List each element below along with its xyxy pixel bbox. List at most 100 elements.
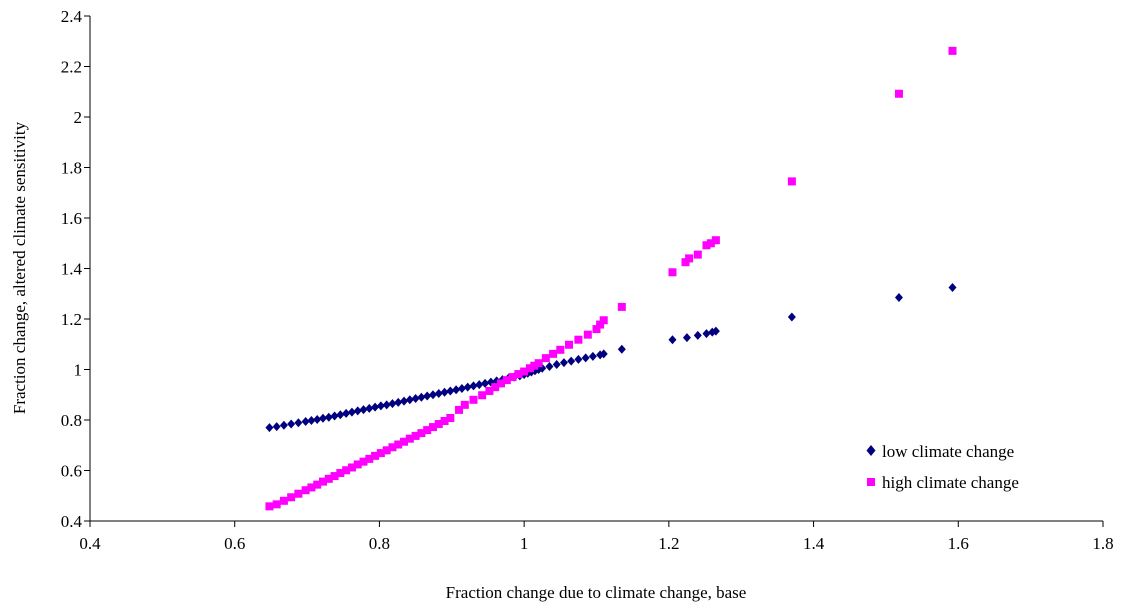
- data-point-square: [342, 466, 351, 475]
- data-point-diamond: [342, 408, 351, 418]
- data-point-diamond: [411, 394, 420, 404]
- data-point-diamond: [307, 416, 316, 426]
- data-point-square: [525, 364, 534, 373]
- data-point-diamond: [446, 386, 455, 396]
- data-point-square: [388, 443, 397, 452]
- data-point-diamond: [423, 391, 432, 401]
- data-point-square: [411, 431, 420, 440]
- data-point-square: [428, 423, 437, 432]
- data-point-diamond: [894, 293, 903, 303]
- y-tick-label: 0.8: [61, 411, 82, 430]
- legend-square-marker: [867, 478, 875, 486]
- data-point-diamond: [457, 383, 466, 393]
- data-point-diamond: [400, 396, 409, 406]
- data-point-square: [272, 500, 281, 509]
- data-point-square: [617, 302, 626, 311]
- data-point-diamond: [559, 358, 568, 368]
- x-tick-label: 0.6: [224, 534, 245, 553]
- data-point-diamond: [574, 354, 583, 364]
- data-point-square: [948, 46, 957, 55]
- data-point-square: [565, 340, 574, 349]
- y-tick-label: 1.4: [61, 260, 83, 279]
- x-axis-title: Fraction change due to climate change, b…: [446, 583, 747, 602]
- data-point-diamond: [469, 381, 478, 391]
- data-point-diamond: [711, 326, 720, 336]
- y-axis-title: Fraction change, altered climate sensiti…: [10, 121, 29, 414]
- legend-diamond-marker: [866, 445, 876, 456]
- data-point-square: [371, 451, 380, 460]
- data-point-square: [353, 460, 362, 469]
- data-point-square: [365, 454, 374, 463]
- x-tick-label: 0.8: [369, 534, 390, 553]
- data-point-diamond: [347, 407, 356, 417]
- series-high: [265, 46, 957, 511]
- data-point-square: [706, 239, 715, 248]
- data-point-square: [417, 429, 426, 438]
- data-point-square: [301, 486, 310, 495]
- data-point-diamond: [693, 330, 702, 340]
- y-tick-label: 2: [74, 108, 83, 127]
- data-point-diamond: [382, 400, 391, 410]
- data-point-diamond: [434, 388, 443, 398]
- data-point-square: [541, 354, 550, 363]
- y-tick-label: 1.2: [61, 310, 82, 329]
- data-point-diamond: [440, 387, 449, 397]
- data-point-square: [287, 493, 296, 502]
- data-point-diamond: [428, 390, 437, 400]
- data-point-diamond: [394, 397, 403, 407]
- y-tick-label: 2.4: [61, 7, 83, 26]
- data-point-square: [520, 367, 529, 376]
- x-tick-label: 1.2: [658, 534, 679, 553]
- data-point-square: [894, 89, 903, 98]
- data-point-square: [318, 477, 327, 486]
- data-point-square: [549, 349, 558, 358]
- data-point-diamond: [545, 361, 554, 371]
- data-point-square: [592, 325, 601, 334]
- data-point-square: [599, 316, 608, 325]
- data-point-square: [313, 480, 322, 489]
- data-point-diamond: [702, 329, 711, 339]
- data-point-diamond: [682, 333, 691, 343]
- x-ticks: 0.4 0.6 0.8 1 1.2 1.4 1.6 1.8: [79, 521, 1114, 553]
- data-point-square: [336, 469, 345, 478]
- y-tick-label: 2.2: [61, 58, 82, 77]
- legend-item-low: low climate change: [866, 442, 1014, 461]
- x-tick-label: 1.8: [1092, 534, 1113, 553]
- data-point-square: [394, 440, 403, 449]
- data-point-square: [330, 472, 339, 481]
- data-point-square: [400, 437, 409, 446]
- data-point-square: [485, 386, 494, 395]
- data-point-square: [446, 413, 455, 422]
- y-ticks: 0.4 0.6 0.8 1 1.2 1.4 1.6 1.8 2 2.2 2.4: [61, 7, 90, 531]
- data-point-square: [359, 457, 368, 466]
- data-point-diamond: [353, 406, 362, 416]
- data-point-square: [376, 449, 385, 458]
- data-point-square: [294, 489, 303, 498]
- data-point-diamond: [787, 312, 796, 322]
- data-point-diamond: [581, 353, 590, 363]
- axes: 0.4 0.6 0.8 1 1.2 1.4 1.6 1.8 0.4 0.6 0.8 1 1.2 1.4 1…: [61, 7, 1114, 553]
- legend-label-low: low climate change: [882, 442, 1014, 461]
- data-point-diamond: [301, 417, 310, 427]
- data-point-square: [491, 383, 500, 392]
- data-point-square: [574, 335, 583, 344]
- x-tick-label: 1: [520, 534, 529, 553]
- data-point-square: [596, 320, 605, 329]
- data-point-diamond: [475, 380, 484, 390]
- legend-label-high: high climate change: [882, 473, 1019, 492]
- data-point-square: [455, 405, 464, 414]
- data-point-diamond: [452, 385, 461, 395]
- data-point-diamond: [599, 349, 608, 359]
- data-point-square: [502, 376, 511, 385]
- data-point-diamond: [376, 401, 385, 411]
- legend-item-high: high climate change: [867, 473, 1019, 492]
- data-point-diamond: [294, 418, 303, 428]
- data-point-square: [530, 361, 539, 370]
- data-point-diamond: [359, 405, 368, 415]
- y-tick-label: 0.6: [61, 462, 82, 481]
- data-point-square: [711, 236, 720, 245]
- data-point-square: [534, 359, 543, 368]
- data-point-square: [787, 177, 796, 186]
- y-tick-label: 0.4: [61, 512, 83, 531]
